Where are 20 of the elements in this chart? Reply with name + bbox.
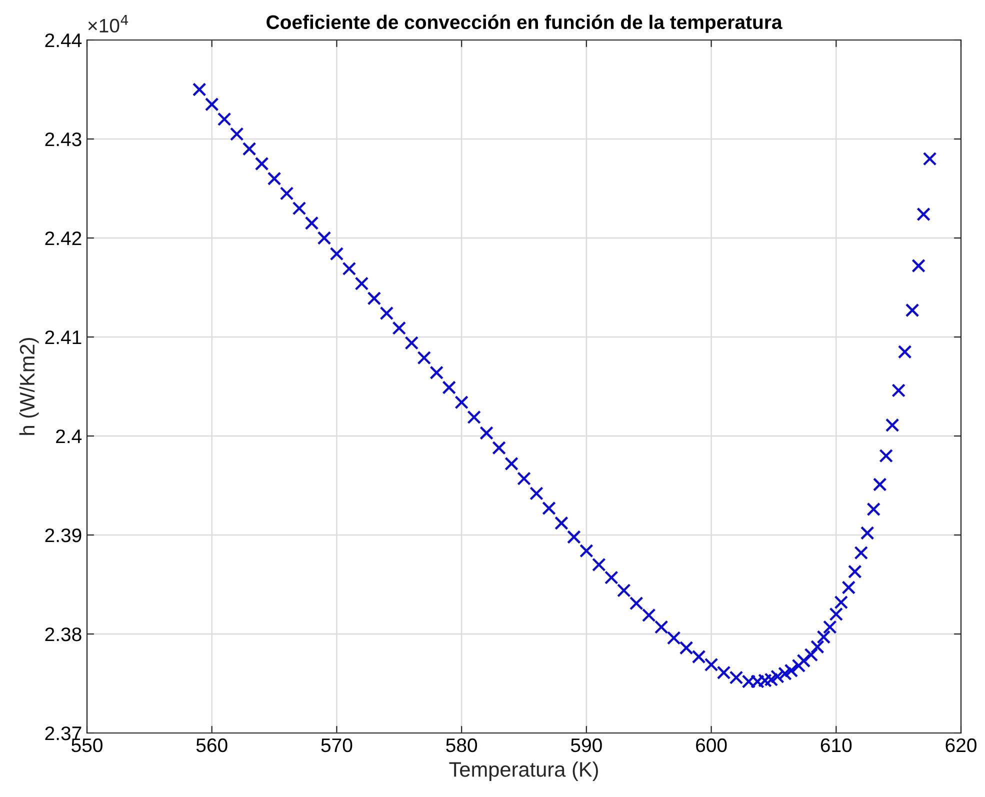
y-tick-label: 2.44 — [45, 33, 82, 48]
x-tick-label: 600 — [696, 738, 727, 752]
y-tick-label: 2.41 — [45, 330, 82, 344]
y-tick-label: 2.37 — [45, 726, 82, 740]
x-tick-label: 620 — [946, 738, 976, 752]
x-axis-title: Temperatura (K) — [449, 762, 598, 781]
y-tick-label: 2.39 — [45, 528, 82, 542]
y-tick-label: 2.42 — [45, 231, 82, 246]
y-tick-label: 2.4 — [56, 429, 82, 444]
x-tick-label: 580 — [446, 738, 478, 752]
x-tick-label: 610 — [820, 738, 852, 752]
x-tick-label: 550 — [72, 738, 102, 752]
text: ×10$^{4}$ — [88, 15, 128, 33]
y-axis-title: h (W/Km2) — [19, 338, 39, 435]
x-tick-label: 570 — [321, 738, 352, 752]
y-tick-label: 2.43 — [45, 132, 82, 146]
chart-title: Coeficiente de convección en función de la temperatura — [266, 14, 782, 33]
x-tick-label: 590 — [570, 738, 602, 752]
x-tick-label: 560 — [196, 738, 228, 752]
y-tick-label: 2.38 — [45, 627, 82, 642]
